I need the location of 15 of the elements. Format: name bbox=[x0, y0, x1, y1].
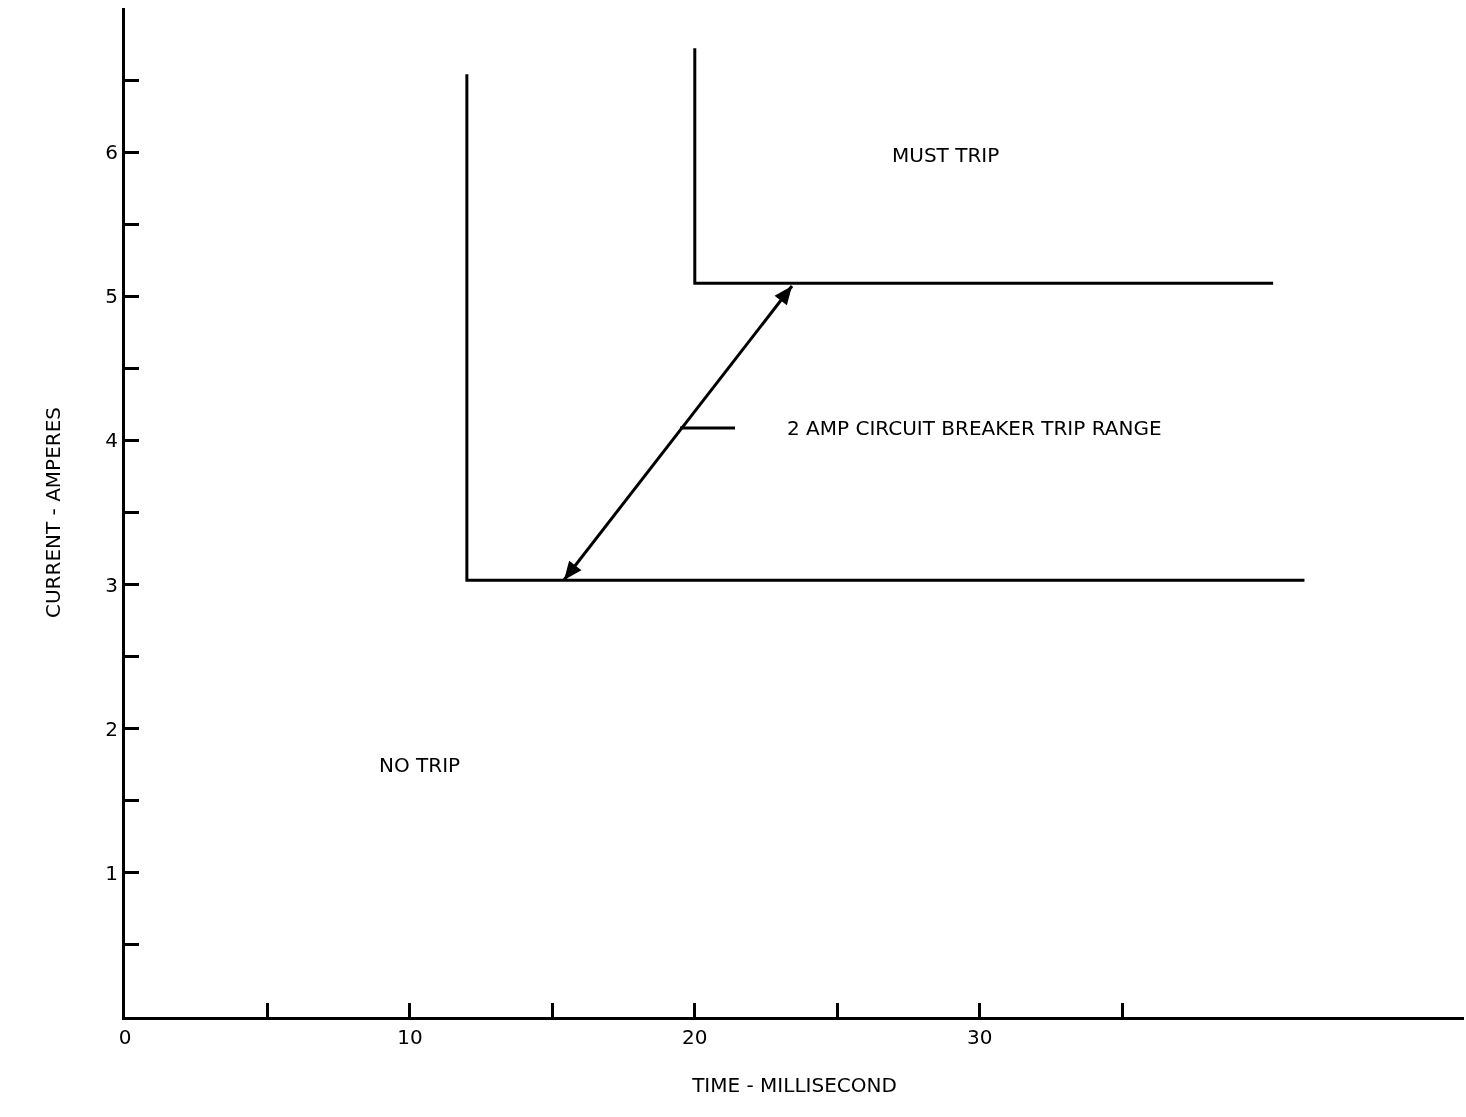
annotation: 2 AMP CIRCUIT BREAKER TRIP RANGE bbox=[787, 416, 1162, 440]
x-tick-label: 10 bbox=[397, 1025, 423, 1049]
x-tick-label: 20 bbox=[682, 1025, 708, 1049]
y-tick-label: 2 bbox=[105, 716, 118, 741]
x-tick-label: 30 bbox=[966, 1025, 993, 1049]
annotation: MUST TRIP bbox=[892, 143, 1000, 167]
y-tick-label: 3 bbox=[105, 572, 118, 597]
x-tick-label: 0 bbox=[118, 1025, 132, 1049]
annotation: NO TRIP bbox=[379, 753, 461, 777]
x-axis-title: TIME - MILLISECOND bbox=[691, 1072, 897, 1097]
y-tick-label: 6 bbox=[105, 140, 118, 165]
y-axis-title: CURRENT - AMPERES bbox=[40, 406, 65, 619]
y-tick-label: 1 bbox=[105, 860, 118, 885]
y-tick-label: 4 bbox=[105, 428, 118, 453]
y-tick-label: 5 bbox=[105, 284, 118, 309]
